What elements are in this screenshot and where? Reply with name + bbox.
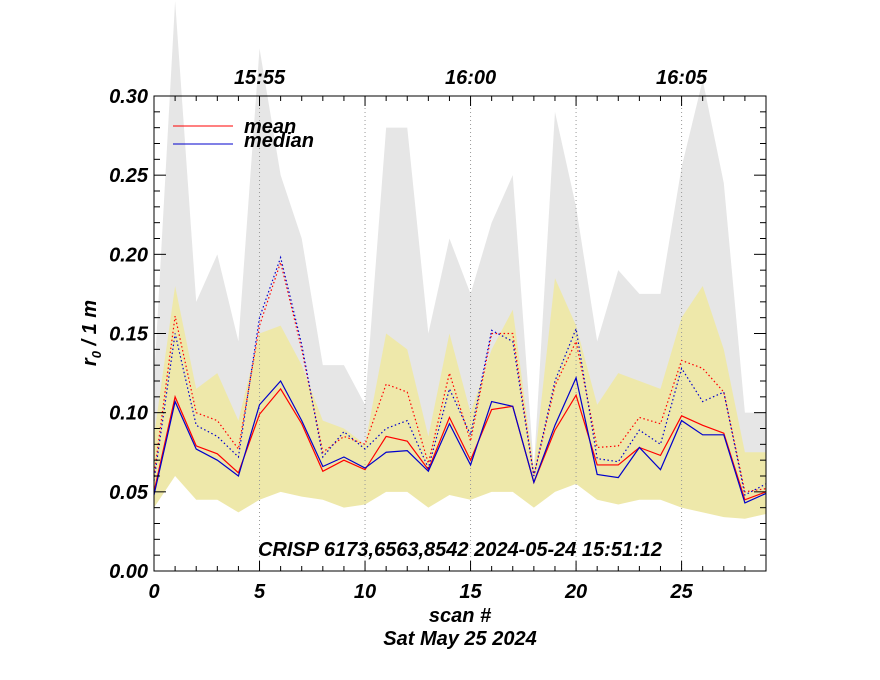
y-tick-label: 0.10 <box>109 403 148 425</box>
x-tick-label: 5 <box>254 581 266 603</box>
series-line-mean-upper <box>153 260 767 493</box>
time-tick-label: 16:05 <box>656 67 708 89</box>
y-tick-label: 0.05 <box>109 482 149 504</box>
legend-label-median: median <box>244 130 314 152</box>
x-tick-label: 20 <box>564 581 587 603</box>
y-axis-label-subscript: 0 <box>89 350 104 358</box>
y-axis-label-main: r <box>79 357 101 366</box>
series-layer <box>153 255 767 504</box>
series-line-median <box>153 375 767 504</box>
band-spread <box>154 278 766 519</box>
series-line-mean <box>153 387 767 501</box>
band-range <box>154 1 766 500</box>
series-line-median-upper <box>153 255 767 496</box>
bands-layer <box>154 1 766 519</box>
time-tick-label: 15:55 <box>234 67 286 89</box>
x-axis-label: scan # <box>429 605 492 627</box>
y-tick-label: 0.25 <box>109 165 149 187</box>
x-tick-label: 25 <box>669 581 693 603</box>
date-label: Sat May 25 2024 <box>383 628 536 650</box>
y-axis-label: r0 / 1 m <box>79 300 104 366</box>
tick-labels-layer: 0 5 10 15 20 25 0.00 0.05 0.10 0.15 0.20 0.25 0.30 15… <box>109 67 708 603</box>
time-tick-label: 16:00 <box>445 67 496 89</box>
x-tick-label: 15 <box>459 581 482 603</box>
legend: mean median <box>173 116 314 152</box>
y-tick-label: 0.00 <box>109 561 148 583</box>
x-tick-label: 0 <box>148 581 159 603</box>
y-tick-label: 0.30 <box>109 86 148 108</box>
y-tick-label: 0.20 <box>109 244 148 266</box>
ticks-layer <box>153 95 767 572</box>
plot-annotation: CRISP 6173,6563,8542 2024-05-24 15:51:12 <box>258 539 662 561</box>
y-tick-label: 0.15 <box>109 324 149 346</box>
y-axis-label-rest: / 1 m <box>79 300 101 351</box>
x-tick-label: 10 <box>354 581 376 603</box>
legend-label-mean: mean <box>244 116 296 138</box>
